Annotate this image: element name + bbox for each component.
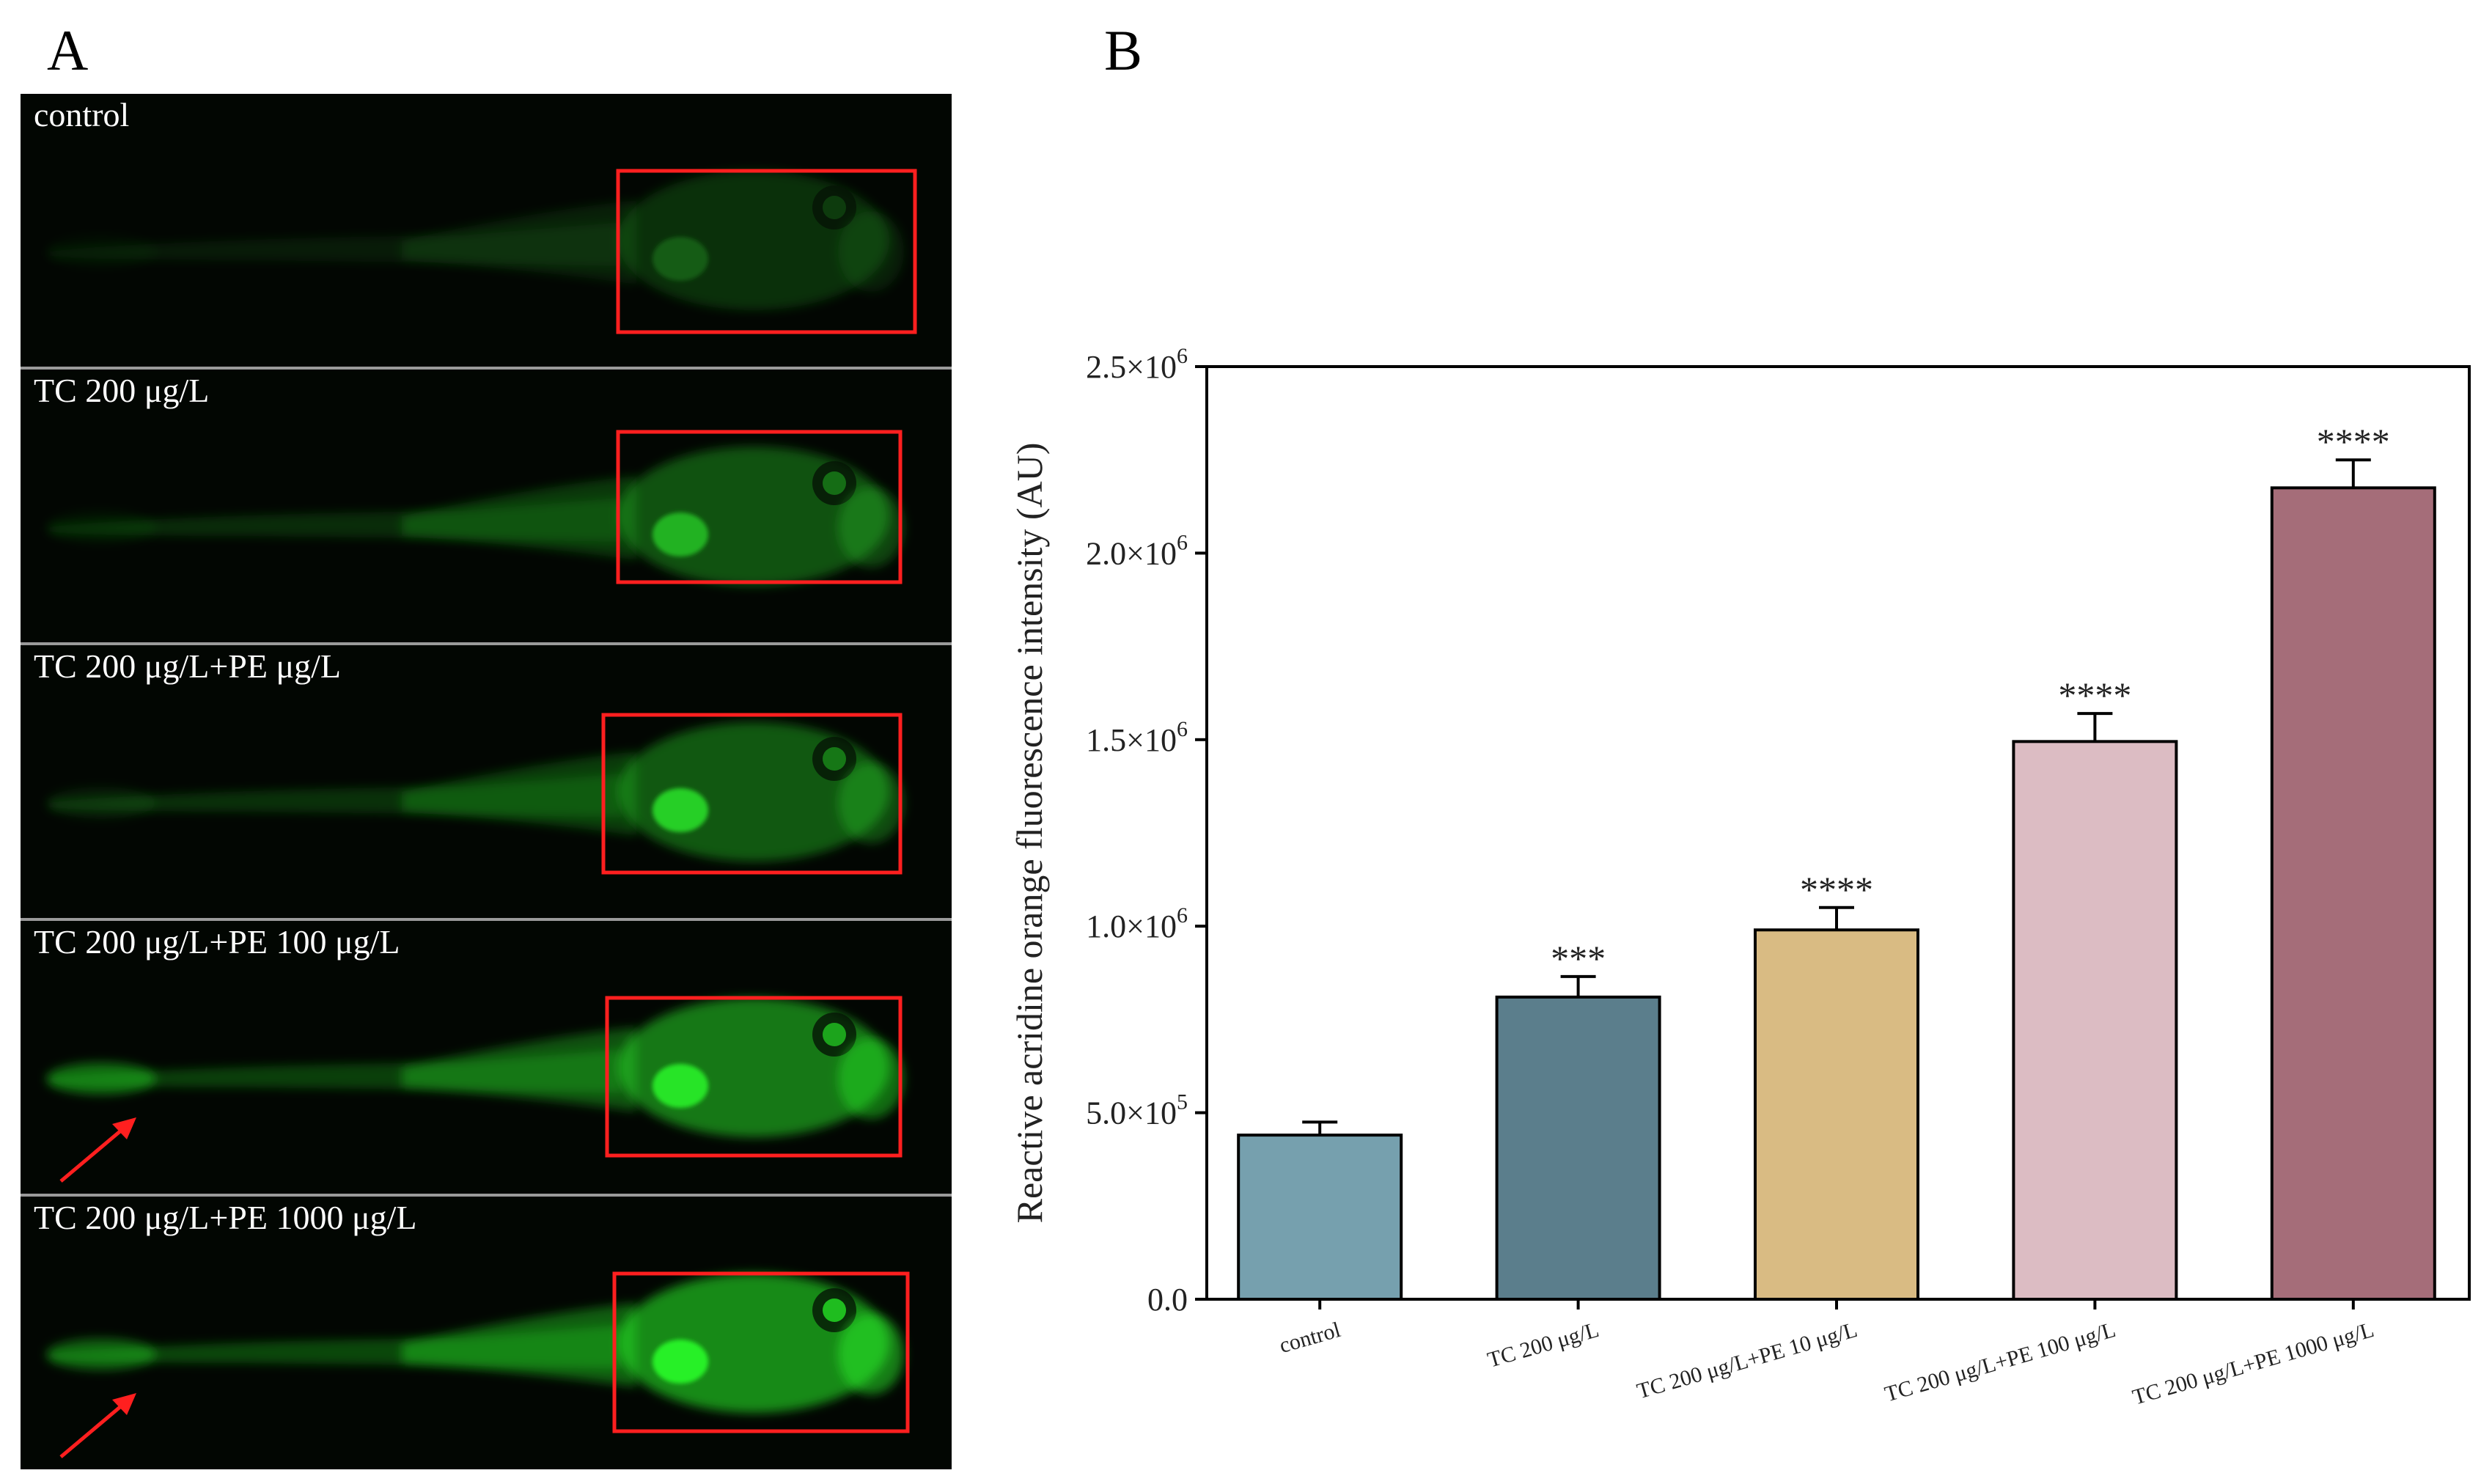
larva-trunk	[402, 1303, 636, 1387]
image-divider	[21, 1194, 952, 1197]
jaw-glow	[838, 1314, 904, 1395]
jaw-glow	[838, 487, 904, 567]
jaw-glow	[838, 211, 904, 292]
roi-box	[612, 1271, 910, 1433]
fluorescence-image: control	[21, 94, 952, 367]
y-tick-label: 5.0×105	[1086, 1090, 1188, 1131]
bright-spot	[653, 788, 708, 832]
bar-chart: 0.0 5.0×105 1.0×106 1.5×106 2.0×106 2.5×106 Re…	[1009, 344, 2471, 1410]
larva-eye-lens	[823, 1298, 846, 1322]
fluorescence-image: TC 200 μg/L+PE 1000 μg/L	[21, 1197, 952, 1469]
image-label: TC 200 μg/L+PE 1000 μg/L	[34, 1199, 417, 1236]
fluorescence-image-panel: control TC 200 μg/L TC 200 μg/L+PE μg/L TC …	[21, 94, 952, 1469]
zebrafish-larva-image	[46, 1271, 910, 1458]
tail-fin-glow	[46, 787, 156, 819]
significance-label: ***	[1551, 938, 1606, 979]
roi-box	[616, 169, 917, 334]
larva-trunk	[402, 752, 636, 836]
y-tick-label: 2.5×106	[1086, 344, 1188, 385]
tail-fin-glow	[46, 1338, 156, 1370]
tail-fin-glow	[46, 235, 156, 268]
y-axis-label: Reactive acridine orange fluorescence in…	[1009, 443, 1050, 1224]
bar	[1495, 995, 1661, 1301]
red-arrow-icon	[59, 1393, 136, 1458]
bar-chart-panel: 0.0 5.0×105 1.0×106 1.5×106 2.0×106 2.5×106 Re…	[990, 323, 2485, 1466]
bar	[2270, 486, 2436, 1301]
significance-label: ****	[2058, 675, 2131, 716]
image-label: TC 200 μg/L+PE 100 μg/L	[34, 923, 400, 960]
panel-a-letter: A	[47, 18, 89, 82]
y-tick-label: 1.5×106	[1086, 717, 1188, 758]
image-divider	[21, 367, 952, 370]
y-tick-label: 0.0	[1147, 1282, 1188, 1318]
bar	[2012, 740, 2178, 1301]
significance-label: ****	[2317, 421, 2390, 462]
jaw-glow	[838, 1038, 904, 1119]
fluorescence-image: TC 200 μg/L	[21, 370, 952, 642]
bright-spot	[653, 237, 708, 281]
larva-eye-lens	[823, 747, 846, 771]
x-tick-label: control	[1276, 1318, 1343, 1358]
zebrafish-larva-image	[46, 713, 904, 875]
larva-eye	[812, 461, 856, 505]
larva-eye-lens	[823, 196, 846, 219]
y-tick-label: 2.0×106	[1086, 530, 1188, 571]
larva-trunk	[402, 476, 636, 560]
image-label: TC 200 μg/L	[34, 372, 210, 409]
x-tick-label: TC 200 μg/L+PE 100 μg/L	[1882, 1318, 2118, 1407]
panel-b-letter: B	[1104, 18, 1143, 82]
roi-box	[616, 430, 903, 584]
larva-trunk	[402, 200, 636, 284]
significance-label: ****	[1800, 869, 1873, 910]
zebrafish-larva-image	[46, 430, 904, 586]
bright-spot	[653, 1064, 708, 1108]
zebrafish-larva-image	[46, 169, 917, 334]
fluorescence-image: TC 200 μg/L+PE μg/L	[21, 645, 952, 918]
x-tick-label: TC 200 μg/L+PE 10 μg/L	[1634, 1318, 1860, 1403]
zebrafish-larva-image	[46, 996, 904, 1183]
roi-box	[601, 713, 903, 875]
tail-fin-glow	[46, 1062, 156, 1095]
bright-spot	[653, 1340, 708, 1384]
image-label: TC 200 μg/L+PE μg/L	[34, 647, 341, 685]
image-divider	[21, 918, 952, 921]
larva-eye-lens	[823, 1023, 846, 1046]
y-tick-label: 1.0×106	[1086, 903, 1188, 944]
jaw-glow	[838, 763, 904, 843]
larva-trunk	[402, 1027, 636, 1112]
larva-eye-lens	[823, 471, 846, 495]
tail-fin-glow	[46, 511, 156, 543]
larva-eye	[812, 186, 856, 229]
bar	[1237, 1134, 1403, 1301]
x-tick-label: TC 200 μg/L+PE 1000 μg/L	[2130, 1318, 2377, 1410]
bright-spot	[653, 513, 708, 556]
image-label: control	[34, 96, 130, 133]
bar	[1754, 928, 1919, 1301]
roi-box	[605, 996, 903, 1158]
red-arrow-icon	[59, 1117, 136, 1183]
image-divider	[21, 642, 952, 645]
x-tick-label: TC 200 μg/L	[1485, 1318, 1601, 1373]
fluorescence-image: TC 200 μg/L+PE 100 μg/L	[21, 921, 952, 1194]
larva-eye	[812, 737, 856, 781]
